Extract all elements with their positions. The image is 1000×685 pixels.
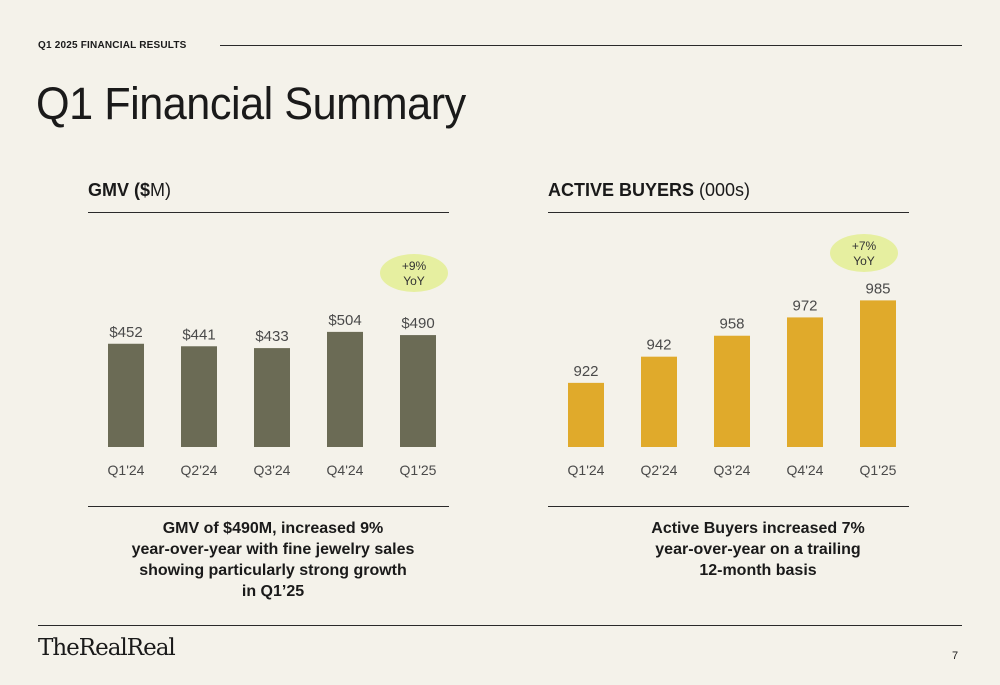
bar-value-label: $504: [328, 312, 361, 329]
eyebrow-label: Q1 2025 FINANCIAL RESULTS: [38, 40, 187, 51]
bar-value-label: 985: [865, 280, 890, 297]
gmv-caption-line: year-over-year with fine jewelry sales: [131, 541, 415, 558]
bar-value-label: $490: [401, 315, 434, 332]
buyers-chart-title: ACTIVE BUYERS (000s): [548, 180, 750, 201]
gmv-bar-chart: $452 Q1'24 $441 Q2'24 $433 Q3'24 $504 Q4'24 $490…: [108, 254, 448, 478]
bar-Q1'24: [568, 382, 604, 447]
gmv-caption-line: in Q1’25: [241, 583, 305, 600]
buyers-header-rule: [548, 212, 909, 213]
bar-Q4'24: [787, 317, 823, 447]
bar-Q3'24: [254, 348, 290, 447]
yoy-badge-percent: +9%: [402, 259, 427, 273]
buyers-bottom-rule: [548, 506, 909, 507]
company-logo: TheRealReal: [38, 635, 176, 661]
gmv-caption-line: showing particularly strong growth: [139, 562, 407, 579]
yoy-badge-percent: +7%: [852, 239, 877, 253]
bar-value-label: 972: [792, 297, 817, 314]
yoy-badge-bg: [380, 254, 448, 292]
buyers-caption-line: 12-month basis: [699, 562, 817, 579]
bar-Q2'24: [181, 346, 217, 447]
category-tick-label: Q3'24: [254, 462, 291, 478]
gmv-bottom-rule: [88, 506, 449, 507]
bar-Q3'24: [714, 335, 750, 447]
gmv-chart-title: GMV ($M): [88, 180, 171, 201]
buyers-bar-chart: 922 Q1'24 942 Q2'24 958 Q3'24 972 Q4'24 985 Q1'25…: [568, 234, 898, 478]
yoy-badge: +9%YoY: [380, 254, 448, 292]
bar-value-label: 922: [573, 363, 598, 380]
buyers-caption: Active Buyers increased 7% year-over-yea…: [548, 518, 968, 581]
category-tick-label: Q3'24: [714, 462, 751, 478]
bar-Q2'24: [641, 356, 677, 447]
page-title: Q1 Financial Summary: [36, 78, 466, 129]
category-tick-label: Q1'24: [568, 462, 605, 478]
category-tick-label: Q1'25: [400, 462, 437, 478]
buyers-caption-line: Active Buyers increased 7%: [651, 520, 865, 537]
bar-Q4'24: [327, 331, 363, 447]
category-tick-label: Q4'24: [327, 462, 364, 478]
bar-Q1'25: [400, 335, 436, 447]
bar-value-label: 958: [719, 316, 744, 333]
eyebrow-divider: [220, 45, 962, 46]
category-tick-label: Q2'24: [181, 462, 218, 478]
category-tick-label: Q4'24: [787, 462, 824, 478]
yoy-badge-bg: [830, 234, 898, 272]
footer-divider: [38, 625, 962, 626]
gmv-title-bold: GMV ($: [88, 180, 151, 200]
bar-Q1'24: [108, 343, 144, 447]
gmv-title-rest: M): [150, 180, 172, 200]
gmv-caption-line: GMV of $490M, increased 9%: [162, 520, 384, 537]
buyers-title-rest: (000s): [694, 180, 751, 200]
bar-value-label: $452: [109, 324, 142, 341]
page-number: 7: [952, 650, 959, 662]
category-tick-label: Q2'24: [641, 462, 678, 478]
gmv-caption: GMV of $490M, increased 9% year-over-yea…: [88, 518, 458, 602]
buyers-caption-line: year-over-year on a trailing: [655, 541, 861, 558]
yoy-badge: +7%YoY: [830, 234, 898, 272]
bar-value-label: $441: [182, 326, 215, 343]
bar-value-label: $433: [255, 328, 288, 345]
category-tick-label: Q1'25: [860, 462, 897, 478]
buyers-title-bold: ACTIVE BUYERS: [548, 180, 695, 200]
bar-Q1'25: [860, 300, 896, 447]
yoy-badge-label: YoY: [853, 254, 875, 268]
gmv-header-rule: [88, 212, 449, 213]
yoy-badge-label: YoY: [403, 274, 425, 288]
category-tick-label: Q1'24: [108, 462, 145, 478]
bar-value-label: 942: [646, 337, 671, 354]
